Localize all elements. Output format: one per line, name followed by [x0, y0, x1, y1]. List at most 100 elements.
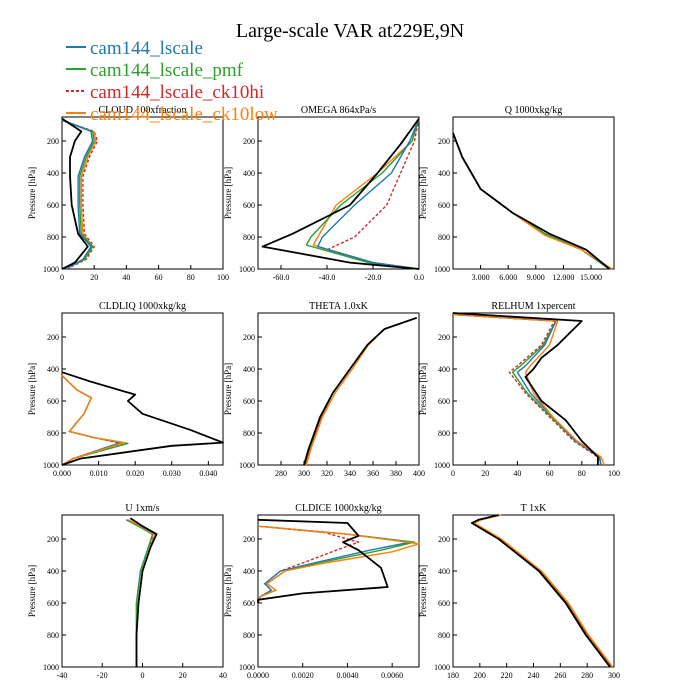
- x-tick-label: 80: [578, 469, 586, 478]
- y-tick-label: 200: [438, 137, 450, 146]
- panels: CLOUD 100xfraction 0 20 40 60 80 100 200 400 600 8…: [27, 105, 620, 680]
- y-tick-label: 200: [438, 333, 450, 342]
- y-tick-label: 600: [243, 201, 255, 210]
- x-tick-label: 0.0060: [381, 671, 403, 680]
- y-tick-label: 200: [47, 137, 59, 146]
- x-tick-label: 400: [413, 469, 425, 478]
- x-tick-label: 380: [390, 469, 402, 478]
- plot-frame: [61, 514, 224, 668]
- x-tick-label: 0.040: [199, 469, 217, 478]
- panel: T 1xK 180 200 220 240 260 280 300 200 400 600 800 10…: [418, 503, 620, 680]
- x-tick-label: 40: [122, 273, 130, 282]
- x-tick-label: 340: [344, 469, 356, 478]
- y-tick-label: 1000: [239, 265, 255, 274]
- x-tick-label: 60: [546, 469, 554, 478]
- x-tick-label: 15.000: [580, 273, 602, 282]
- series-line: [61, 119, 99, 270]
- series-line: [452, 313, 602, 466]
- y-axis-label: Pressure [hPa]: [418, 363, 428, 415]
- plot-frame: [452, 116, 615, 270]
- x-tick-label: 20: [179, 671, 187, 680]
- series-line: [61, 117, 89, 270]
- panel: CLDLIQ 1000xkg/kg 0.000 0.010 0.020 0.030 0.0…: [27, 301, 224, 478]
- y-tick-label: 600: [47, 599, 59, 608]
- x-tick-label: 40: [513, 469, 521, 478]
- panel-title: Q 1000xkg/kg: [505, 105, 563, 116]
- x-tick-label: 0.020: [126, 469, 144, 478]
- y-tick-label: 600: [438, 599, 450, 608]
- x-tick-label: 0: [60, 273, 64, 282]
- panel-title: U 1xm/s: [125, 503, 159, 514]
- y-tick-label: 1000: [434, 663, 450, 672]
- x-tick-label: 200: [474, 671, 486, 680]
- y-tick-label: 400: [47, 567, 59, 576]
- y-tick-label: 600: [243, 397, 255, 406]
- y-tick-label: 200: [438, 535, 450, 544]
- y-tick-label: 200: [243, 137, 255, 146]
- y-axis-label: Pressure [hPa]: [27, 363, 37, 415]
- panel-title: CLDLIQ 1000xkg/kg: [99, 301, 186, 312]
- y-axis-label: Pressure [hPa]: [223, 565, 233, 617]
- x-tick-label: 0.0040: [336, 671, 358, 680]
- y-tick-label: 1000: [239, 663, 255, 672]
- series-line: [304, 317, 417, 466]
- x-tick-label: -20: [97, 671, 108, 680]
- plot-frame: [452, 312, 615, 466]
- y-tick-label: 400: [243, 567, 255, 576]
- y-tick-label: 400: [47, 365, 59, 374]
- x-tick-label: 0.0000: [247, 671, 269, 680]
- x-tick-label: 9.000: [527, 273, 545, 282]
- y-axis-label: Pressure [hPa]: [27, 167, 37, 219]
- series-line: [303, 316, 417, 466]
- y-axis-label: Pressure [hPa]: [223, 167, 233, 219]
- series-line: [261, 118, 420, 270]
- x-tick-label: 220: [501, 671, 513, 680]
- series-line: [470, 514, 611, 668]
- y-tick-label: 1000: [43, 265, 59, 274]
- y-tick-label: 600: [47, 397, 59, 406]
- y-tick-label: 800: [243, 631, 255, 640]
- x-tick-label: 12.000: [552, 273, 574, 282]
- y-tick-label: 1000: [434, 461, 450, 470]
- x-tick-label: 0.010: [90, 469, 108, 478]
- panel: CLOUD 100xfraction 0 20 40 60 80 100 200 400 600 8…: [27, 105, 229, 282]
- x-tick-label: -40: [57, 671, 68, 680]
- x-tick-label: 20: [481, 469, 489, 478]
- y-tick-label: 800: [438, 429, 450, 438]
- y-tick-label: 800: [47, 429, 59, 438]
- panel: RELHUM 1xpercent 0 20 40 60 80 100 200 400 600 800…: [418, 301, 620, 478]
- y-tick-label: 600: [47, 201, 59, 210]
- plot-frame: [257, 312, 420, 466]
- legend: cam144_lscale cam144_lscale_pmf cam144_l…: [66, 38, 278, 125]
- series-line: [61, 119, 94, 270]
- plot-frame: [61, 116, 224, 270]
- legend-label: cam144_lscale: [90, 38, 203, 59]
- y-tick-label: 800: [243, 233, 255, 242]
- x-tick-label: 280: [275, 469, 287, 478]
- x-tick-label: 300: [608, 671, 620, 680]
- plot-frame: [452, 514, 615, 668]
- series-line: [61, 119, 95, 270]
- y-tick-label: 200: [243, 333, 255, 342]
- x-tick-label: 100: [217, 273, 229, 282]
- legend-label: cam144_lscale_ck10low: [90, 104, 278, 125]
- y-axis-label: Pressure [hPa]: [418, 565, 428, 617]
- x-tick-label: 300: [298, 469, 310, 478]
- y-tick-label: 1000: [434, 265, 450, 274]
- series-line: [452, 313, 602, 466]
- x-tick-label: 280: [581, 671, 593, 680]
- series-line: [304, 317, 417, 466]
- panel-title: CLOUD 100xfraction: [98, 105, 186, 116]
- x-tick-label: 60: [155, 273, 163, 282]
- series-line: [304, 317, 417, 466]
- x-tick-label: 0.030: [163, 469, 181, 478]
- x-tick-label: 3.000: [472, 273, 490, 282]
- x-tick-label: 80: [187, 273, 195, 282]
- series-line: [472, 514, 612, 668]
- panel-title: T 1xK: [521, 503, 547, 514]
- y-tick-label: 800: [47, 631, 59, 640]
- figure-title: Large-scale VAR at229E,9N: [236, 20, 464, 42]
- y-tick-label: 1000: [43, 461, 59, 470]
- y-tick-label: 400: [438, 567, 450, 576]
